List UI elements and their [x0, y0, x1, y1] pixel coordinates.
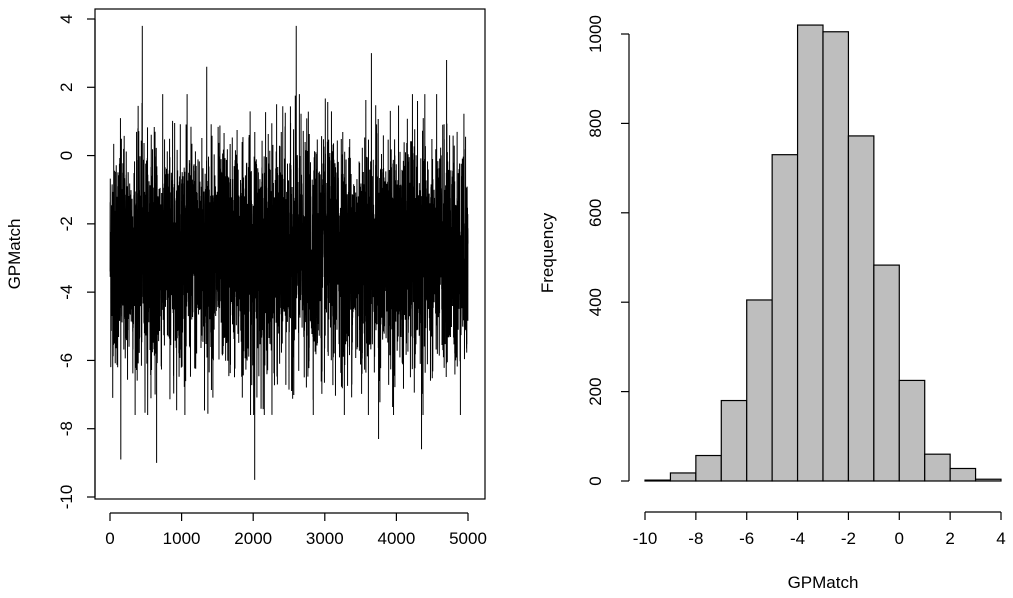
histogram-bar [771, 154, 799, 482]
histogram-bar [822, 31, 850, 482]
histogram-bar [924, 453, 951, 482]
hist-y-tick-label: 1000 [586, 15, 605, 53]
trace-x-tick-label: 2000 [234, 529, 272, 548]
histogram-bar [669, 472, 697, 482]
trace-x-tick-label: 0 [105, 529, 114, 548]
hist-x-tick-label: 0 [895, 529, 904, 548]
hist-y-tick-label: 600 [586, 199, 605, 227]
hist-x-axis-label: GPMatch [788, 573, 859, 592]
trace-y-axis: -10 -8 -6 -4 -2 0 2 4 [57, 14, 96, 510]
histogram-bar [796, 24, 824, 482]
hist-x-tick-label: 4 [996, 529, 1005, 548]
histogram-bar [746, 299, 773, 482]
trace-x-tick-label: 4000 [377, 529, 415, 548]
trace-x-tick-label: 3000 [306, 529, 344, 548]
histogram-bar [644, 479, 672, 482]
trace-x-axis: 0 1000 2000 3000 4000 5000 [105, 512, 487, 548]
histogram-bar [720, 399, 748, 482]
hist-x-tick-label: -6 [739, 529, 754, 548]
hist-y-tick-label: 400 [586, 288, 605, 316]
hist-y-tick-label: 0 [586, 476, 605, 485]
trace-y-tick-label: -4 [57, 285, 76, 300]
histogram-bar [847, 135, 875, 482]
histogram-bars [644, 24, 1002, 482]
trace-y-tick-label: 0 [57, 151, 76, 160]
trace-y-tick-label: 4 [57, 14, 76, 23]
hist-y-axis: 0 200 400 600 800 1000 [586, 15, 630, 486]
trace-plot-panel: 0 1000 2000 3000 4000 5000 -10 -8 -6 -4 -2 0 2 4 GPM… [5, 8, 487, 548]
hist-x-tick-label: 2 [945, 529, 954, 548]
hist-y-axis-label: Frequency [538, 212, 557, 293]
hist-x-axis: -10 -8 -6 -4 -2 0 2 4 [633, 511, 1006, 548]
hist-x-tick-label: -8 [688, 529, 703, 548]
trace-x-tick-label: 5000 [449, 529, 487, 548]
hist-y-tick-label: 800 [586, 109, 605, 137]
histogram-bar [949, 467, 977, 482]
histogram-bar [695, 454, 722, 482]
hist-y-tick-label: 200 [586, 377, 605, 405]
trace-series-line [109, 25, 469, 480]
trace-y-tick-label: -2 [57, 216, 76, 231]
trace-y-axis-label: GPMatch [5, 219, 24, 290]
histogram-bar [974, 478, 1002, 482]
trace-y-tick-label: 2 [57, 83, 76, 92]
hist-x-tick-label: -4 [790, 529, 805, 548]
trace-y-tick-label: -8 [57, 421, 76, 436]
hist-x-tick-label: -10 [633, 529, 658, 548]
histogram-bar [898, 379, 926, 482]
histogram-bar [873, 264, 900, 482]
trace-y-tick-label: -10 [57, 485, 76, 510]
hist-x-tick-label: -2 [841, 529, 856, 548]
histogram-panel: -10 -8 -6 -4 -2 0 2 4 0 200 400 600 800 1000 Frequen… [538, 15, 1006, 592]
trace-y-tick-label: -6 [57, 353, 76, 368]
trace-x-tick-label: 1000 [163, 529, 201, 548]
